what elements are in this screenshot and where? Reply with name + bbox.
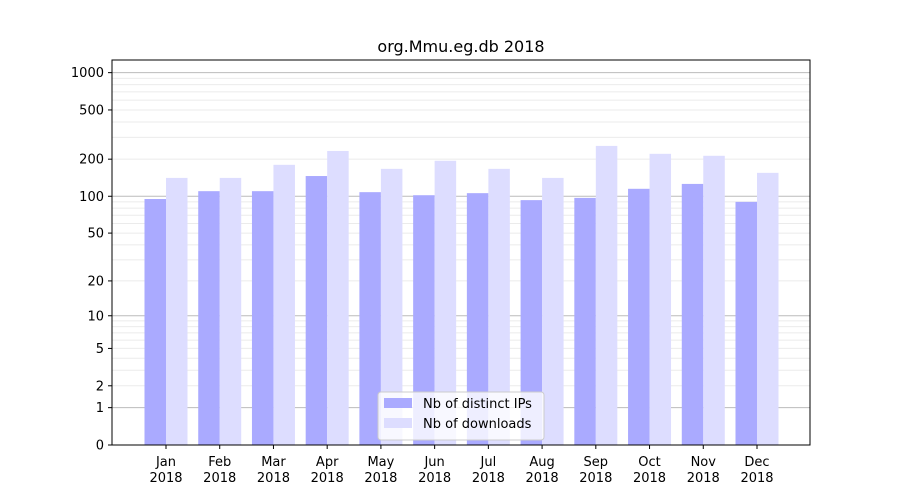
ip-bar-10 bbox=[681, 183, 704, 445]
x-tick-label: Jan 2018 bbox=[149, 455, 182, 486]
download-bar-4 bbox=[380, 168, 403, 445]
legend-swatch bbox=[384, 418, 412, 428]
y-tick-label: 10 bbox=[87, 309, 104, 324]
ip-bar-5 bbox=[413, 195, 435, 445]
download-bar-5 bbox=[434, 160, 457, 445]
download-bar-2 bbox=[273, 164, 295, 445]
x-tick-label: Jun 2018 bbox=[418, 455, 451, 486]
ip-bar-11 bbox=[735, 201, 757, 445]
ip-bar-3 bbox=[305, 176, 328, 445]
y-tick-label: 500 bbox=[79, 103, 104, 118]
x-tick-label: Nov 2018 bbox=[687, 455, 720, 486]
download-bar-9 bbox=[649, 153, 672, 445]
x-axis: Jan 2018 Feb 2018 Mar 2018 Apr 2018 May 2018 Jun 20… bbox=[149, 445, 774, 486]
download-bar-6 bbox=[488, 168, 510, 445]
x-tick-label: Aug 2018 bbox=[526, 455, 559, 486]
y-tick-label: 5 bbox=[96, 342, 104, 357]
download-bar-10 bbox=[703, 155, 725, 445]
x-tick-label: Oct 2018 bbox=[633, 455, 666, 486]
y-tick-label: 1000 bbox=[71, 66, 104, 81]
legend: Nb of distinct IPs Nb of downloads bbox=[377, 391, 545, 441]
chart-title: org.Mmu.eg.db 2018 bbox=[377, 37, 544, 56]
plot-frame bbox=[111, 59, 811, 446]
bars bbox=[144, 145, 779, 446]
ip-bar-6 bbox=[466, 193, 489, 445]
legend-label: Nb of downloads bbox=[423, 417, 532, 432]
x-tick-label: Apr 2018 bbox=[311, 455, 344, 486]
y-axis: 0 1 2 5 10 20 50 100 200 500 1000 bbox=[71, 66, 112, 454]
ip-bar-0 bbox=[144, 199, 166, 445]
download-bar-3 bbox=[327, 150, 349, 445]
y-tick-label: 200 bbox=[79, 153, 104, 168]
ip-bar-2 bbox=[251, 191, 274, 445]
y-tick-label: 50 bbox=[87, 227, 104, 242]
ip-bar-8 bbox=[574, 197, 596, 445]
download-bar-7 bbox=[542, 177, 564, 446]
y-tick-label: 20 bbox=[87, 274, 104, 289]
x-tick-label: Dec 2018 bbox=[740, 455, 773, 486]
x-tick-label: Feb 2018 bbox=[203, 455, 236, 486]
download-bar-1 bbox=[219, 177, 242, 446]
x-tick-label: May 2018 bbox=[364, 455, 397, 486]
legend-box bbox=[377, 391, 545, 441]
ip-bar-9 bbox=[628, 188, 650, 445]
x-tick-label: Sep 2018 bbox=[579, 455, 612, 486]
y-tick-label: 0 bbox=[96, 439, 104, 454]
ip-bar-4 bbox=[359, 192, 381, 445]
download-bar-8 bbox=[595, 145, 618, 445]
y-tick-label: 2 bbox=[96, 379, 104, 394]
y-tick-label: 1 bbox=[96, 401, 104, 416]
download-bar-0 bbox=[166, 177, 188, 446]
legend-label: Nb of distinct IPs bbox=[423, 397, 532, 412]
download-bar-11 bbox=[757, 172, 779, 445]
x-tick-label: Jul 2018 bbox=[472, 455, 505, 486]
x-tick-label: Mar 2018 bbox=[257, 455, 290, 486]
ip-bar-1 bbox=[198, 191, 220, 445]
legend-swatch bbox=[384, 398, 412, 408]
ip-bar-7 bbox=[520, 200, 543, 445]
y-tick-label: 100 bbox=[79, 190, 104, 205]
